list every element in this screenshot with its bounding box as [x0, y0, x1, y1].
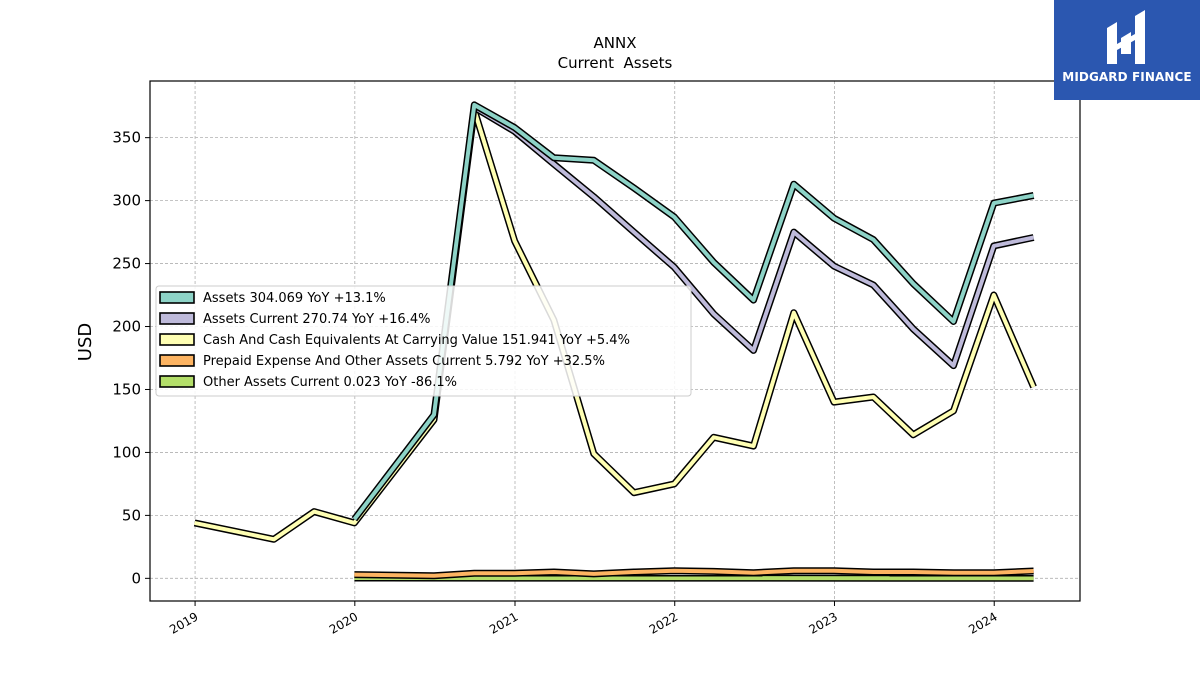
series-line — [352, 102, 1034, 521]
x-tick-label: 2023 — [807, 609, 840, 636]
legend-swatch — [159, 375, 195, 388]
legend-label: Other Assets Current 0.023 YoY -86.1% — [203, 375, 457, 390]
legend-label: Prepaid Expense And Other Assets Current… — [203, 354, 605, 369]
chart-title: ANNX — [594, 34, 637, 52]
legend-swatch — [159, 354, 195, 367]
legend-label: Cash And Cash Equivalents At Carrying Va… — [203, 333, 630, 348]
series-layer — [193, 101, 1037, 582]
x-tick-label: 2024 — [966, 609, 999, 636]
series-1 — [472, 104, 1035, 370]
series-3 — [354, 567, 1034, 580]
y-tick-label: 300 — [112, 192, 141, 210]
chart-subtitle: Current Assets — [558, 54, 673, 72]
brand-mark-icon — [1107, 10, 1145, 64]
series-0 — [351, 101, 1035, 522]
plot-frame — [149, 80, 1081, 602]
legend-swatch — [159, 333, 195, 346]
series-line — [354, 568, 1034, 578]
brand-name: MIDGARD FINANCE — [1062, 70, 1192, 84]
legend-swatch — [159, 291, 195, 304]
legend-label: Assets Current 270.74 YoY +16.4% — [203, 312, 430, 327]
y-tick-label: 350 — [112, 129, 141, 147]
axes: 0 50 100 150 200 250 300 350 2019 2020 2021 2022 202… — [112, 129, 999, 637]
y-tick-label: 150 — [112, 380, 141, 398]
brand-logo: MIDGARD FINANCE — [1054, 0, 1200, 100]
legend-label: Assets 304.069 YoY +13.1% — [203, 291, 386, 306]
legend-swatch — [159, 312, 195, 325]
legend: Assets 304.069 YoY +13.1% Assets Current … — [155, 285, 692, 397]
x-tick-label: 2020 — [327, 609, 360, 636]
x-tick-label: 2022 — [647, 609, 680, 636]
x-tick-label: 2021 — [487, 609, 520, 636]
y-tick-label: 250 — [112, 255, 141, 273]
y-tick-label: 200 — [112, 318, 141, 336]
x-tick-label: 2019 — [167, 609, 200, 636]
legend-box — [155, 285, 692, 397]
y-tick-label: 0 — [131, 569, 141, 587]
y-tick-label: 100 — [112, 443, 141, 461]
series-line — [473, 105, 1035, 368]
y-tick-label: 50 — [122, 506, 141, 524]
y-axis-label: USD — [75, 323, 96, 361]
